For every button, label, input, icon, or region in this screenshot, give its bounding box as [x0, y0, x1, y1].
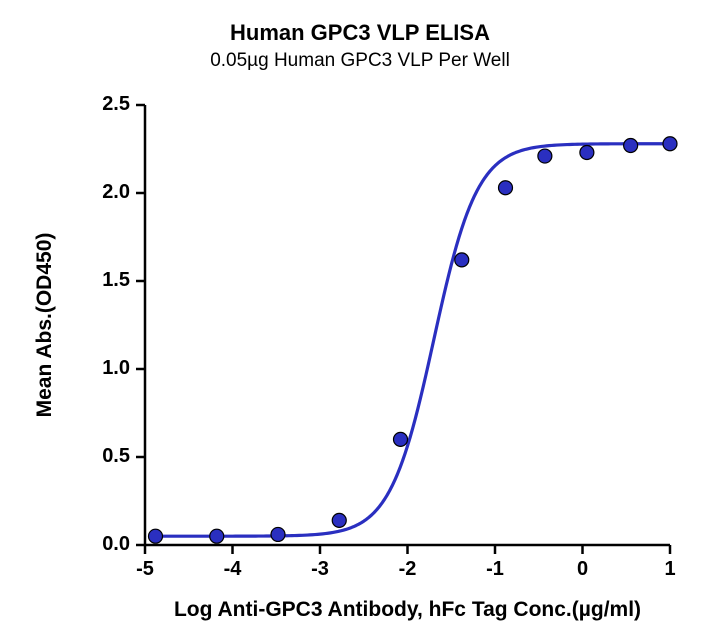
- x-tick-label: -2: [388, 558, 428, 581]
- data-point: [271, 527, 285, 541]
- x-tick-label: -5: [125, 558, 165, 581]
- y-tick-label: 0.0: [102, 533, 130, 556]
- x-tick-label: -4: [213, 558, 253, 581]
- y-tick-label: 2.5: [102, 93, 130, 116]
- data-point: [538, 149, 552, 163]
- data-point: [499, 181, 513, 195]
- x-tick-label: 0: [563, 558, 603, 581]
- x-tick-label: 1: [650, 558, 690, 581]
- data-point: [580, 146, 594, 160]
- data-point: [210, 529, 224, 543]
- data-point: [455, 253, 469, 267]
- y-tick-label: 0.5: [102, 445, 130, 468]
- y-tick-label: 1.5: [102, 269, 130, 292]
- data-point: [624, 138, 638, 152]
- data-point: [663, 137, 677, 151]
- data-point: [332, 513, 346, 527]
- data-point: [394, 432, 408, 446]
- y-tick-label: 2.0: [102, 181, 130, 204]
- y-tick-label: 1.0: [102, 357, 130, 380]
- x-tick-label: -3: [300, 558, 340, 581]
- data-point: [149, 529, 163, 543]
- x-tick-label: -1: [475, 558, 515, 581]
- elisa-chart: Human GPC3 VLP ELISA 0.05µg Human GPC3 V…: [0, 0, 720, 644]
